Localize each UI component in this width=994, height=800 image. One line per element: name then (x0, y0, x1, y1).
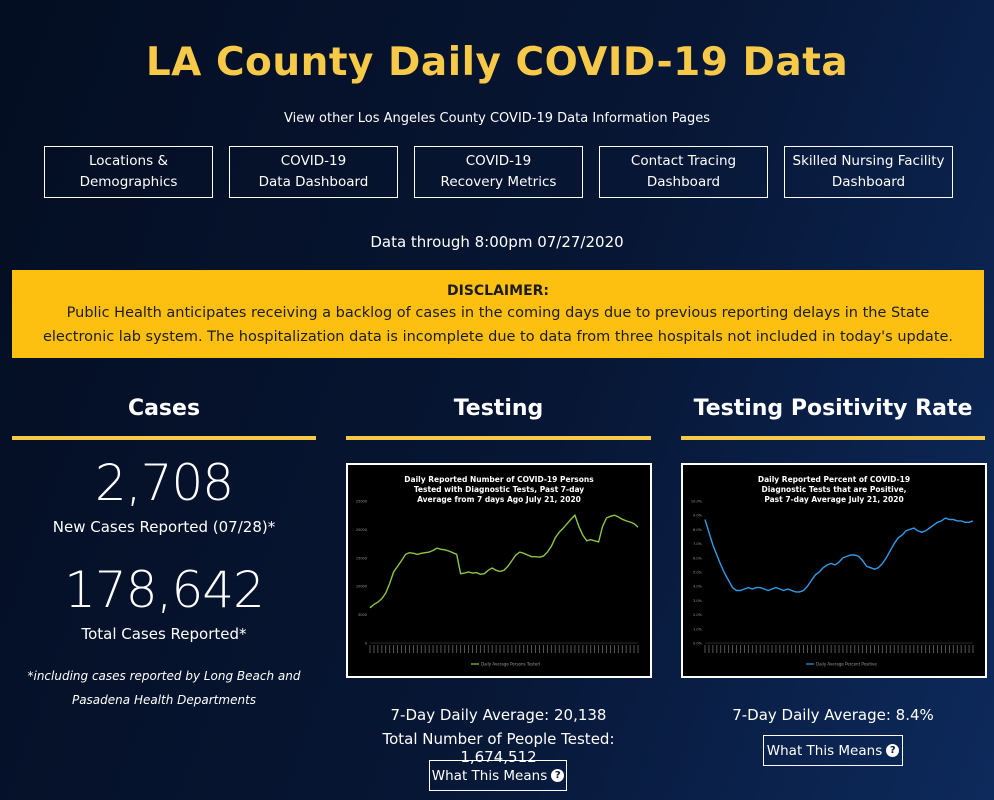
page-title: LA County Daily COVID-19 Data (145, 40, 849, 85)
disclaimer-heading: DISCLAIMER: (446, 283, 550, 299)
y-tick-label: 9.0% (693, 514, 703, 518)
subtitle: View other Los Angeles County COVID-19 D… (284, 111, 710, 126)
y-tick-label: 4.0% (693, 585, 703, 589)
new-cases-label: New Cases Reported (07/28)* (52, 518, 276, 536)
y-tick-label: 5.0% (693, 571, 703, 575)
testing-chart: Daily Reported Number of COVID-19 Person… (346, 463, 652, 678)
nav-buttons: Locations & Demographics COVID-19 Data D… (44, 146, 954, 198)
disclaimer-body: Public Health anticipates receiving a ba… (42, 305, 954, 345)
nav-skilled-nursing-button[interactable]: Skilled Nursing Facility Dashboard (784, 146, 953, 198)
nav-data-dashboard-button[interactable]: COVID-19 Data Dashboard (229, 146, 398, 198)
total-cases-label: Total Cases Reported* (81, 625, 247, 643)
cases-footnote: *including cases reported by Long Beach … (27, 669, 301, 707)
y-tick-label: 25000 (356, 500, 367, 504)
testing-chart-svg: Daily Reported Number of COVID-19 Person… (356, 475, 639, 667)
total-cases-number: 178,642 (64, 561, 265, 619)
positivity-divider (681, 436, 985, 440)
chart-title-line: Average from 7 days Ago July 21, 2020 (417, 495, 581, 504)
disclaimer-banner: DISCLAIMER: Public Health anticipates re… (12, 270, 984, 358)
legend-label: Daily Average Persons Tested (481, 662, 540, 667)
positivity-what-this-means-button[interactable]: What This Means? (763, 735, 903, 766)
data-through-date: Data through 8:00pm 07/27/2020 (370, 233, 624, 251)
chart-title-line: Tested with Diagnostic Tests, Past 7-day (414, 485, 584, 494)
testing-total-tested: Total Number of People Tested: 1,674,512 (382, 730, 615, 766)
nav-recovery-metrics-button[interactable]: COVID-19 Recovery Metrics (414, 146, 583, 198)
y-tick-label: 7.0% (693, 542, 703, 546)
y-tick-label: 10.0% (691, 500, 703, 504)
positivity-chart-svg: Daily Reported Percent of COVID-19Diagno… (691, 475, 974, 667)
nav-contact-tracing-button[interactable]: Contact Tracing Dashboard (599, 146, 768, 198)
testing-7day-average: 7-Day Daily Average: 20,138 (390, 706, 607, 724)
y-tick-label: 1.0% (693, 627, 703, 631)
positivity-heading: Testing Positivity Rate (693, 396, 973, 421)
y-tick-label: 8.0% (693, 528, 703, 532)
y-tick-label: 15000 (356, 556, 367, 560)
chart-title-line: Daily Reported Number of COVID-19 Person… (404, 475, 594, 484)
series-line (369, 513, 639, 609)
chart-title-line: Daily Reported Percent of COVID-19 (758, 475, 910, 484)
positivity-what-this-means-label: What This Means (766, 742, 883, 759)
y-tick-label: 6.0% (693, 556, 703, 560)
nav-locations-demographics-button[interactable]: Locations & Demographics (44, 146, 213, 198)
series-line (704, 517, 974, 593)
y-tick-label: 0.0% (693, 642, 703, 646)
positivity-chart: Daily Reported Percent of COVID-19 Diagno… (681, 463, 987, 678)
cases-divider (12, 436, 316, 440)
y-tick-label: 20000 (356, 528, 367, 532)
chart-title-line: Diagnostic Tests that are Positive, (761, 485, 906, 494)
question-circle-icon: ? (551, 769, 565, 782)
new-cases-number: 2,708 (94, 454, 234, 512)
testing-divider (346, 436, 651, 440)
y-tick-label: 0 (365, 642, 367, 646)
legend-label: Daily Average Percent Positive (816, 662, 877, 667)
question-circle-icon: ? (886, 744, 900, 757)
y-tick-label: 3.0% (693, 599, 703, 603)
chart-title-line: Past 7-day Average July 21, 2020 (764, 495, 903, 504)
y-tick-label: 5000 (358, 613, 367, 617)
y-tick-label: 10000 (356, 585, 367, 589)
y-tick-label: 2.0% (693, 613, 703, 617)
positivity-7day-average: 7-Day Daily Average: 8.4% (732, 706, 934, 724)
testing-what-this-means-label: What This Means (431, 767, 548, 784)
testing-what-this-means-button[interactable]: What This Means? (429, 760, 567, 791)
cases-heading: Cases (127, 396, 201, 421)
testing-heading: Testing (453, 396, 544, 421)
